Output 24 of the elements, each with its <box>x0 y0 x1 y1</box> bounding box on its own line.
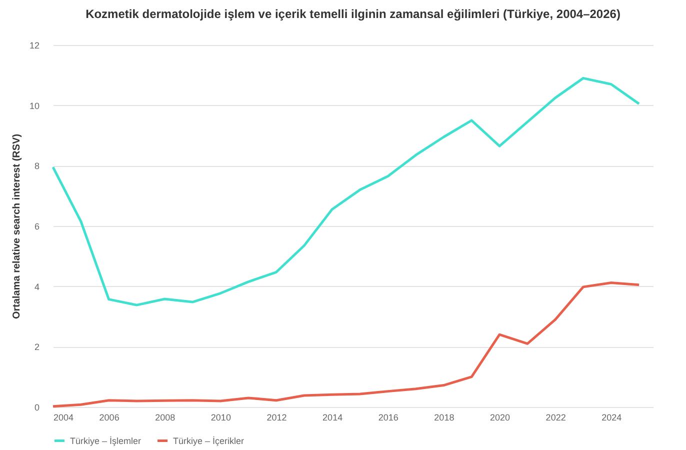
y-tick-label: 12 <box>29 40 40 50</box>
x-tick-label: 2016 <box>378 412 398 422</box>
x-tick-label: 2014 <box>322 412 343 422</box>
x-tick-label: 2022 <box>546 412 566 422</box>
y-axis-title: Ortalama relative search interest (RSV) <box>11 134 22 320</box>
line-series <box>52 76 640 306</box>
x-tick-label: 2024 <box>602 412 622 422</box>
y-tick-label: 0 <box>34 402 40 412</box>
x-tick-label: 2008 <box>155 412 176 422</box>
chart-title: Kozmetik dermatolojide işlem ve içerik temelli ilginin zamansal eğilimleri (Türkiye, 2004–2026) <box>86 7 620 21</box>
y-tick-label: 4 <box>34 282 40 292</box>
y-tick-label: 6 <box>34 222 40 232</box>
y-tick-label: 2 <box>34 342 40 352</box>
legend-label: Türkiye – İşlemler <box>70 436 142 446</box>
y-tick-label: 10 <box>29 100 40 111</box>
x-tick-label: 2018 <box>434 412 454 422</box>
y-tick-label: 8 <box>34 161 40 172</box>
x-tick-label: 2020 <box>490 412 510 422</box>
x-tick-label: 2010 <box>210 412 231 422</box>
x-tick-label: 2006 <box>99 412 120 422</box>
line-series <box>52 281 640 408</box>
x-tick-label: 2004 <box>54 412 74 422</box>
x-tick-label: 2012 <box>266 412 287 422</box>
legend-label: Türkiye – İçerikler <box>173 436 244 446</box>
